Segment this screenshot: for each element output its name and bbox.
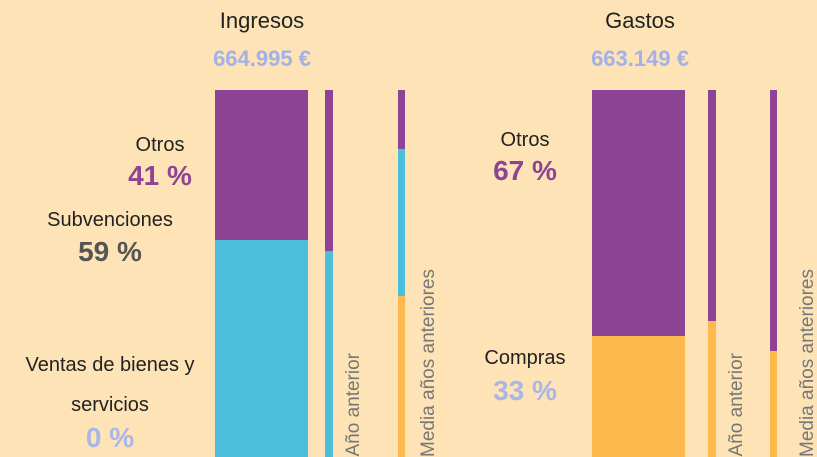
bar-segment bbox=[398, 90, 405, 149]
series-name: Ventas de bienes y servicios bbox=[25, 354, 195, 416]
value-label: 67 % bbox=[493, 155, 557, 186]
series-name: Compras bbox=[484, 347, 566, 369]
category-label: Año anterior bbox=[726, 353, 747, 457]
panel-title: Gastos bbox=[605, 8, 675, 33]
series-name: Otros bbox=[500, 129, 550, 151]
panel-total: 664.995 € bbox=[213, 46, 311, 71]
bar-segment bbox=[215, 240, 308, 457]
bar-segment bbox=[770, 90, 777, 351]
value-label: 33 % bbox=[493, 375, 557, 406]
bar-segment bbox=[708, 90, 716, 322]
bar-segment bbox=[398, 295, 405, 457]
category-label: Media años anteriores bbox=[418, 269, 439, 457]
value-label: 0 % bbox=[85, 422, 135, 453]
bar-segment bbox=[325, 251, 333, 457]
bar-segment bbox=[592, 335, 685, 457]
series-name: Otros bbox=[135, 134, 185, 156]
bar-segment bbox=[770, 350, 777, 457]
category-label: Media años anteriores bbox=[797, 269, 817, 457]
series-name: Subvenciones bbox=[47, 209, 173, 231]
bar-segment bbox=[592, 90, 685, 336]
bar-segment bbox=[215, 90, 308, 241]
bar-segment bbox=[708, 321, 716, 457]
value-label: 41 % bbox=[128, 160, 192, 191]
panel-total: 663.149 € bbox=[591, 46, 689, 71]
category-label: Año anterior bbox=[343, 353, 364, 457]
bar-segment bbox=[325, 90, 333, 252]
panel-title: Ingresos bbox=[219, 8, 305, 33]
value-label: 59 % bbox=[78, 236, 142, 267]
bar-segment bbox=[398, 148, 405, 296]
